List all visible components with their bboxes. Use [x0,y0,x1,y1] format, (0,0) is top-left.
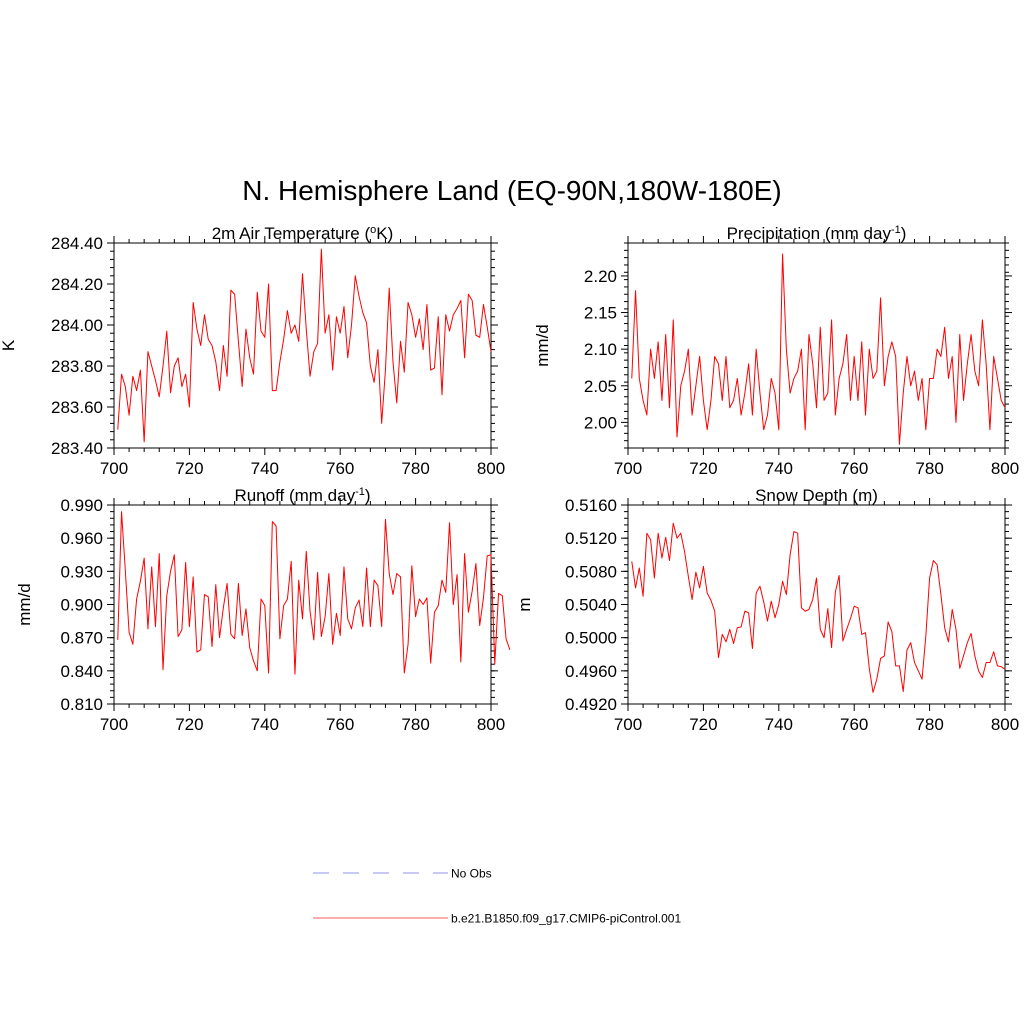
y-axis-label: m [515,597,534,611]
y-tick-label: 283.80 [51,357,103,376]
y-tick-label: 0.840 [60,662,103,681]
series-line [631,522,1006,693]
panel-2: 700 720 740 760 780 800 0.810 0.840 0.870 0.900 0.… [15,486,511,734]
x-tick-label: 760 [840,459,868,478]
y-tick-label: 0.5000 [565,629,617,648]
y-tick-label: 0.4920 [565,695,617,714]
legend-label-model: b.e21.B1850.f09_g17.CMIP6-piControl.001 [451,912,681,926]
x-tick-label: 720 [175,459,203,478]
x-tick-label: 800 [477,715,505,734]
x-tick-label: 700 [100,715,128,734]
y-tick-label: 0.4960 [565,662,617,681]
x-tick-label: 780 [401,459,429,478]
x-tick-label: 700 [100,459,128,478]
y-axis-label: K [0,339,18,351]
x-tick-label: 720 [689,715,717,734]
x-tick-label: 740 [765,715,793,734]
panels-group: 700 720 740 760 780 800 283.40 283.60 283.80 284.… [0,224,1019,734]
y-tick-label: 2.05 [584,377,617,396]
y-tick-label: 284.00 [51,316,103,335]
x-tick-label: 720 [175,715,203,734]
series-line [117,248,492,443]
y-tick-label: 284.40 [51,234,103,253]
plot-frame [627,504,1006,705]
x-tick-label: 800 [477,459,505,478]
y-tick-label: 0.930 [60,562,103,581]
plot-frame [627,242,1006,449]
series-line [631,253,1006,445]
y-tick-label: 283.60 [51,398,103,417]
x-tick-label: 760 [326,459,354,478]
x-tick-label: 780 [915,459,943,478]
panel-title: Precipitation (mm day-1) [727,224,907,243]
x-tick-label: 760 [326,715,354,734]
y-axis-label: mm/d [533,324,552,367]
y-tick-label: 0.870 [60,629,103,648]
y-axis-label: mm/d [15,583,34,626]
x-tick-label: 780 [915,715,943,734]
y-tick-label: 2.20 [584,267,617,286]
y-tick-label: 0.5120 [565,529,617,548]
y-tick-label: 2.15 [584,304,617,323]
plot-frame [113,504,492,705]
x-tick-label: 780 [401,715,429,734]
x-tick-label: 800 [991,459,1019,478]
y-tick-label: 283.40 [51,439,103,458]
legend-label-no-obs: No Obs [451,867,492,881]
x-tick-label: 800 [991,715,1019,734]
y-tick-label: 0.5080 [565,562,617,581]
y-tick-label: 0.990 [60,496,103,515]
x-tick-label: 740 [765,459,793,478]
y-tick-label: 2.10 [584,340,617,359]
y-tick-label: 2.00 [584,413,617,432]
y-tick-label: 0.810 [60,695,103,714]
panel-3: 700 720 740 760 780 800 0.4920 0.4960 0.5000 0.50… [515,486,1019,734]
y-tick-label: 0.5040 [565,596,617,615]
series-line [117,511,511,675]
y-tick-label: 284.20 [51,275,103,294]
x-tick-label: 740 [251,459,279,478]
y-tick-label: 0.900 [60,596,103,615]
y-tick-label: 0.5160 [565,496,617,515]
y-tick-label: 0.960 [60,529,103,548]
plot-frame [113,242,492,449]
panel-0: 700 720 740 760 780 800 283.40 283.60 283.80 284.… [0,224,505,478]
panel-title: Snow Depth (m) [755,486,878,505]
panel-title: 2m Air Temperature (oK) [212,224,394,243]
x-tick-label: 720 [689,459,717,478]
figure-title: N. Hemisphere Land (EQ-90N,180W-180E) [242,175,782,206]
panel-1: 700 720 740 760 780 800 2.00 2.05 2.10 2.15 2.20 Pr… [533,224,1019,478]
x-tick-label: 740 [251,715,279,734]
x-tick-label: 760 [840,715,868,734]
panel-title: Runoff (mm day-1) [234,486,370,505]
x-tick-label: 700 [614,459,642,478]
legend: No Obs b.e21.B1850.f09_g17.CMIP6-piContr… [313,867,681,926]
x-tick-label: 700 [614,715,642,734]
